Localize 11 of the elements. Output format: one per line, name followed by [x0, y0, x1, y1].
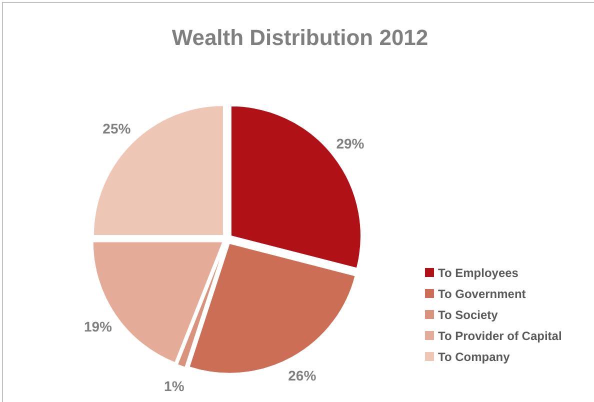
- data-label: 29%: [336, 135, 365, 152]
- data-label: 26%: [288, 368, 317, 384]
- legend-label: To Society: [438, 306, 498, 324]
- legend-label: To Employees: [438, 264, 518, 282]
- data-label: 19%: [84, 318, 113, 335]
- data-label: 25%: [102, 120, 132, 137]
- chart-title: Wealth Distribution 2012: [172, 25, 428, 50]
- legend-label: To Company: [438, 348, 510, 366]
- legend-label: To Provider of Capital: [438, 328, 562, 344]
- data-label: 1%: [164, 378, 185, 394]
- legend-label: To Government: [438, 286, 526, 302]
